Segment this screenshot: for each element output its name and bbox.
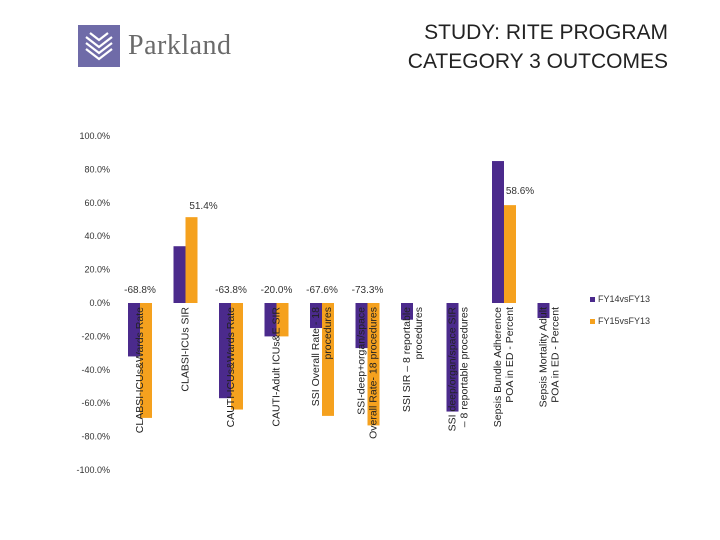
category-label: SSI Overall Rate - 18	[310, 307, 322, 406]
legend-label-series1: FY14vsFY13	[598, 294, 651, 304]
y-tick-label: -60.0%	[81, 398, 110, 408]
parkland-logo: Parkland	[78, 25, 232, 67]
category-label: – 8 reportable procedures	[459, 307, 471, 427]
category-label: CAUTI-ICUs&Wards Rate	[225, 307, 237, 428]
category-label: CLABSI-ICUs SIR	[180, 307, 192, 392]
legend-item-series2: FY15vsFY13	[590, 310, 650, 332]
category-label: SSI SIR – 8 reportable	[401, 307, 413, 412]
bar-series2	[231, 303, 243, 410]
y-tick-label: 0.0%	[89, 298, 110, 308]
chart-legend: FY14vsFY13 FY15vsFY13	[590, 288, 650, 332]
bar-series1	[401, 303, 413, 320]
bar-series2	[504, 205, 516, 303]
data-label: -73.3%	[352, 285, 384, 296]
y-tick-label: -100.0%	[76, 465, 110, 475]
slide-header: Parkland STUDY: RITE PROGRAM CATEGORY 3 …	[0, 0, 720, 100]
category-label: CLABSI-ICUs&Wards Rate	[134, 307, 146, 433]
bar-series1	[446, 303, 459, 412]
data-label: 51.4%	[189, 201, 217, 212]
legend-swatch-series2	[590, 318, 595, 324]
legend-swatch-series1	[590, 296, 595, 302]
data-label: 58.6%	[506, 186, 534, 197]
y-tick-label: 20.0%	[84, 265, 110, 275]
y-tick-label: -40.0%	[81, 365, 110, 375]
category-label: POA in ED - Percent	[550, 307, 562, 403]
bar-series1	[355, 303, 368, 349]
category-label: SSI deep/organ/space SIR	[447, 307, 459, 432]
category-label: Sepsis Bundle Adherence	[492, 307, 504, 427]
bar-series1	[128, 303, 140, 357]
data-label: -68.8%	[124, 285, 156, 296]
bar-series1	[173, 246, 186, 303]
y-tick-label: 80.0%	[84, 164, 110, 174]
bar-series2	[185, 217, 198, 303]
legend-item-series1: FY14vsFY13	[590, 288, 650, 310]
slide-title: STUDY: RITE PROGRAM CATEGORY 3 OUTCOMES	[408, 18, 668, 76]
bar-series1	[537, 303, 550, 319]
category-label: CAUTI-Adult ICUs&E SIR	[271, 307, 283, 427]
data-label: -67.6%	[306, 285, 338, 296]
legend-label-series2: FY15vsFY13	[598, 316, 651, 326]
y-tick-label: -20.0%	[81, 331, 110, 341]
bar-series2	[276, 303, 289, 337]
category-label: procedures	[322, 307, 334, 360]
bar-series2	[367, 303, 380, 426]
bar-series1	[264, 303, 277, 337]
y-tick-label: 100.0%	[79, 131, 110, 141]
y-tick-label: -80.0%	[81, 432, 110, 442]
logo-text: Parkland	[128, 30, 232, 61]
bar-series1	[492, 161, 504, 303]
category-label: Sepsis Mortality Adult	[538, 307, 550, 407]
y-tick-label: 40.0%	[84, 231, 110, 241]
title-line-1: STUDY: RITE PROGRAM	[424, 21, 668, 44]
bar-series2	[322, 303, 334, 416]
data-label: -63.8%	[215, 285, 247, 296]
data-label: -20.0%	[261, 285, 293, 296]
category-label: procedures	[413, 307, 425, 360]
y-tick-label: 60.0%	[84, 198, 110, 208]
title-line-2: CATEGORY 3 OUTCOMES	[407, 50, 668, 73]
category-label: Overall Rate- 18 procedures	[368, 307, 380, 439]
category-label: POA in ED - Percent	[504, 307, 516, 403]
parkland-logo-icon	[78, 25, 120, 67]
bar-series1	[310, 303, 322, 329]
bar-series2	[140, 303, 152, 418]
category-label: SSI-deep+organ/space	[356, 307, 368, 415]
bar-series1	[219, 303, 231, 399]
